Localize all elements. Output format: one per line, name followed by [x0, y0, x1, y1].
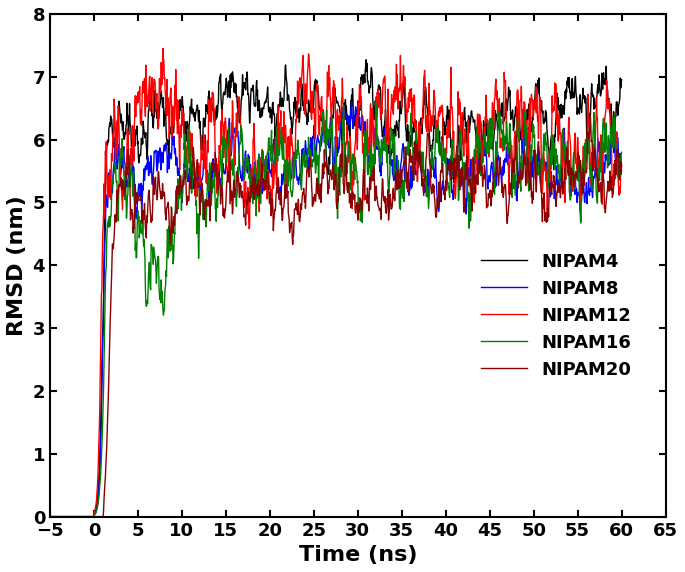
NIPAM16: [373, 101, 381, 108]
NIPAM12: [46, 513, 54, 520]
X-axis label: Time (ns): Time (ns): [299, 545, 417, 565]
NIPAM4: [62, 513, 70, 520]
NIPAM16: [279, 141, 287, 148]
NIPAM16: [495, 108, 503, 114]
NIPAM8: [62, 513, 70, 520]
Line: NIPAM16: NIPAM16: [50, 105, 621, 517]
NIPAM8: [335, 145, 343, 152]
NIPAM20: [46, 513, 54, 520]
Line: NIPAM4: NIPAM4: [50, 59, 621, 517]
Y-axis label: RMSD (nm): RMSD (nm): [7, 195, 27, 336]
NIPAM12: [62, 513, 70, 520]
NIPAM8: [428, 153, 436, 160]
Legend: NIPAM4, NIPAM8, NIPAM12, NIPAM16, NIPAM20: NIPAM4, NIPAM8, NIPAM12, NIPAM16, NIPAM2…: [474, 245, 638, 386]
NIPAM12: [157, 88, 165, 95]
NIPAM4: [279, 103, 287, 110]
NIPAM4: [617, 76, 625, 83]
Line: NIPAM8: NIPAM8: [50, 101, 621, 517]
NIPAM12: [617, 160, 625, 167]
Line: NIPAM12: NIPAM12: [50, 49, 621, 517]
NIPAM16: [62, 513, 70, 520]
NIPAM4: [428, 145, 436, 152]
NIPAM12: [428, 116, 436, 123]
NIPAM8: [279, 178, 287, 185]
NIPAM20: [157, 195, 165, 202]
NIPAM20: [62, 513, 70, 520]
NIPAM20: [495, 177, 503, 184]
NIPAM20: [279, 205, 287, 212]
NIPAM16: [46, 513, 54, 520]
NIPAM8: [495, 161, 503, 168]
NIPAM4: [157, 89, 165, 96]
NIPAM20: [617, 168, 625, 174]
NIPAM16: [428, 166, 436, 173]
NIPAM4: [495, 107, 503, 114]
NIPAM20: [335, 166, 343, 173]
NIPAM16: [617, 149, 625, 156]
NIPAM4: [335, 103, 343, 110]
NIPAM12: [279, 132, 288, 139]
NIPAM16: [335, 185, 343, 192]
NIPAM20: [428, 188, 436, 195]
NIPAM12: [336, 113, 344, 120]
NIPAM8: [354, 97, 362, 104]
Line: NIPAM20: NIPAM20: [50, 117, 621, 517]
NIPAM12: [159, 45, 167, 52]
NIPAM8: [617, 163, 625, 170]
NIPAM4: [46, 513, 54, 520]
NIPAM8: [157, 166, 165, 173]
NIPAM16: [157, 300, 165, 307]
NIPAM12: [495, 95, 503, 102]
NIPAM8: [46, 513, 54, 520]
NIPAM4: [362, 56, 370, 63]
NIPAM20: [586, 113, 595, 120]
